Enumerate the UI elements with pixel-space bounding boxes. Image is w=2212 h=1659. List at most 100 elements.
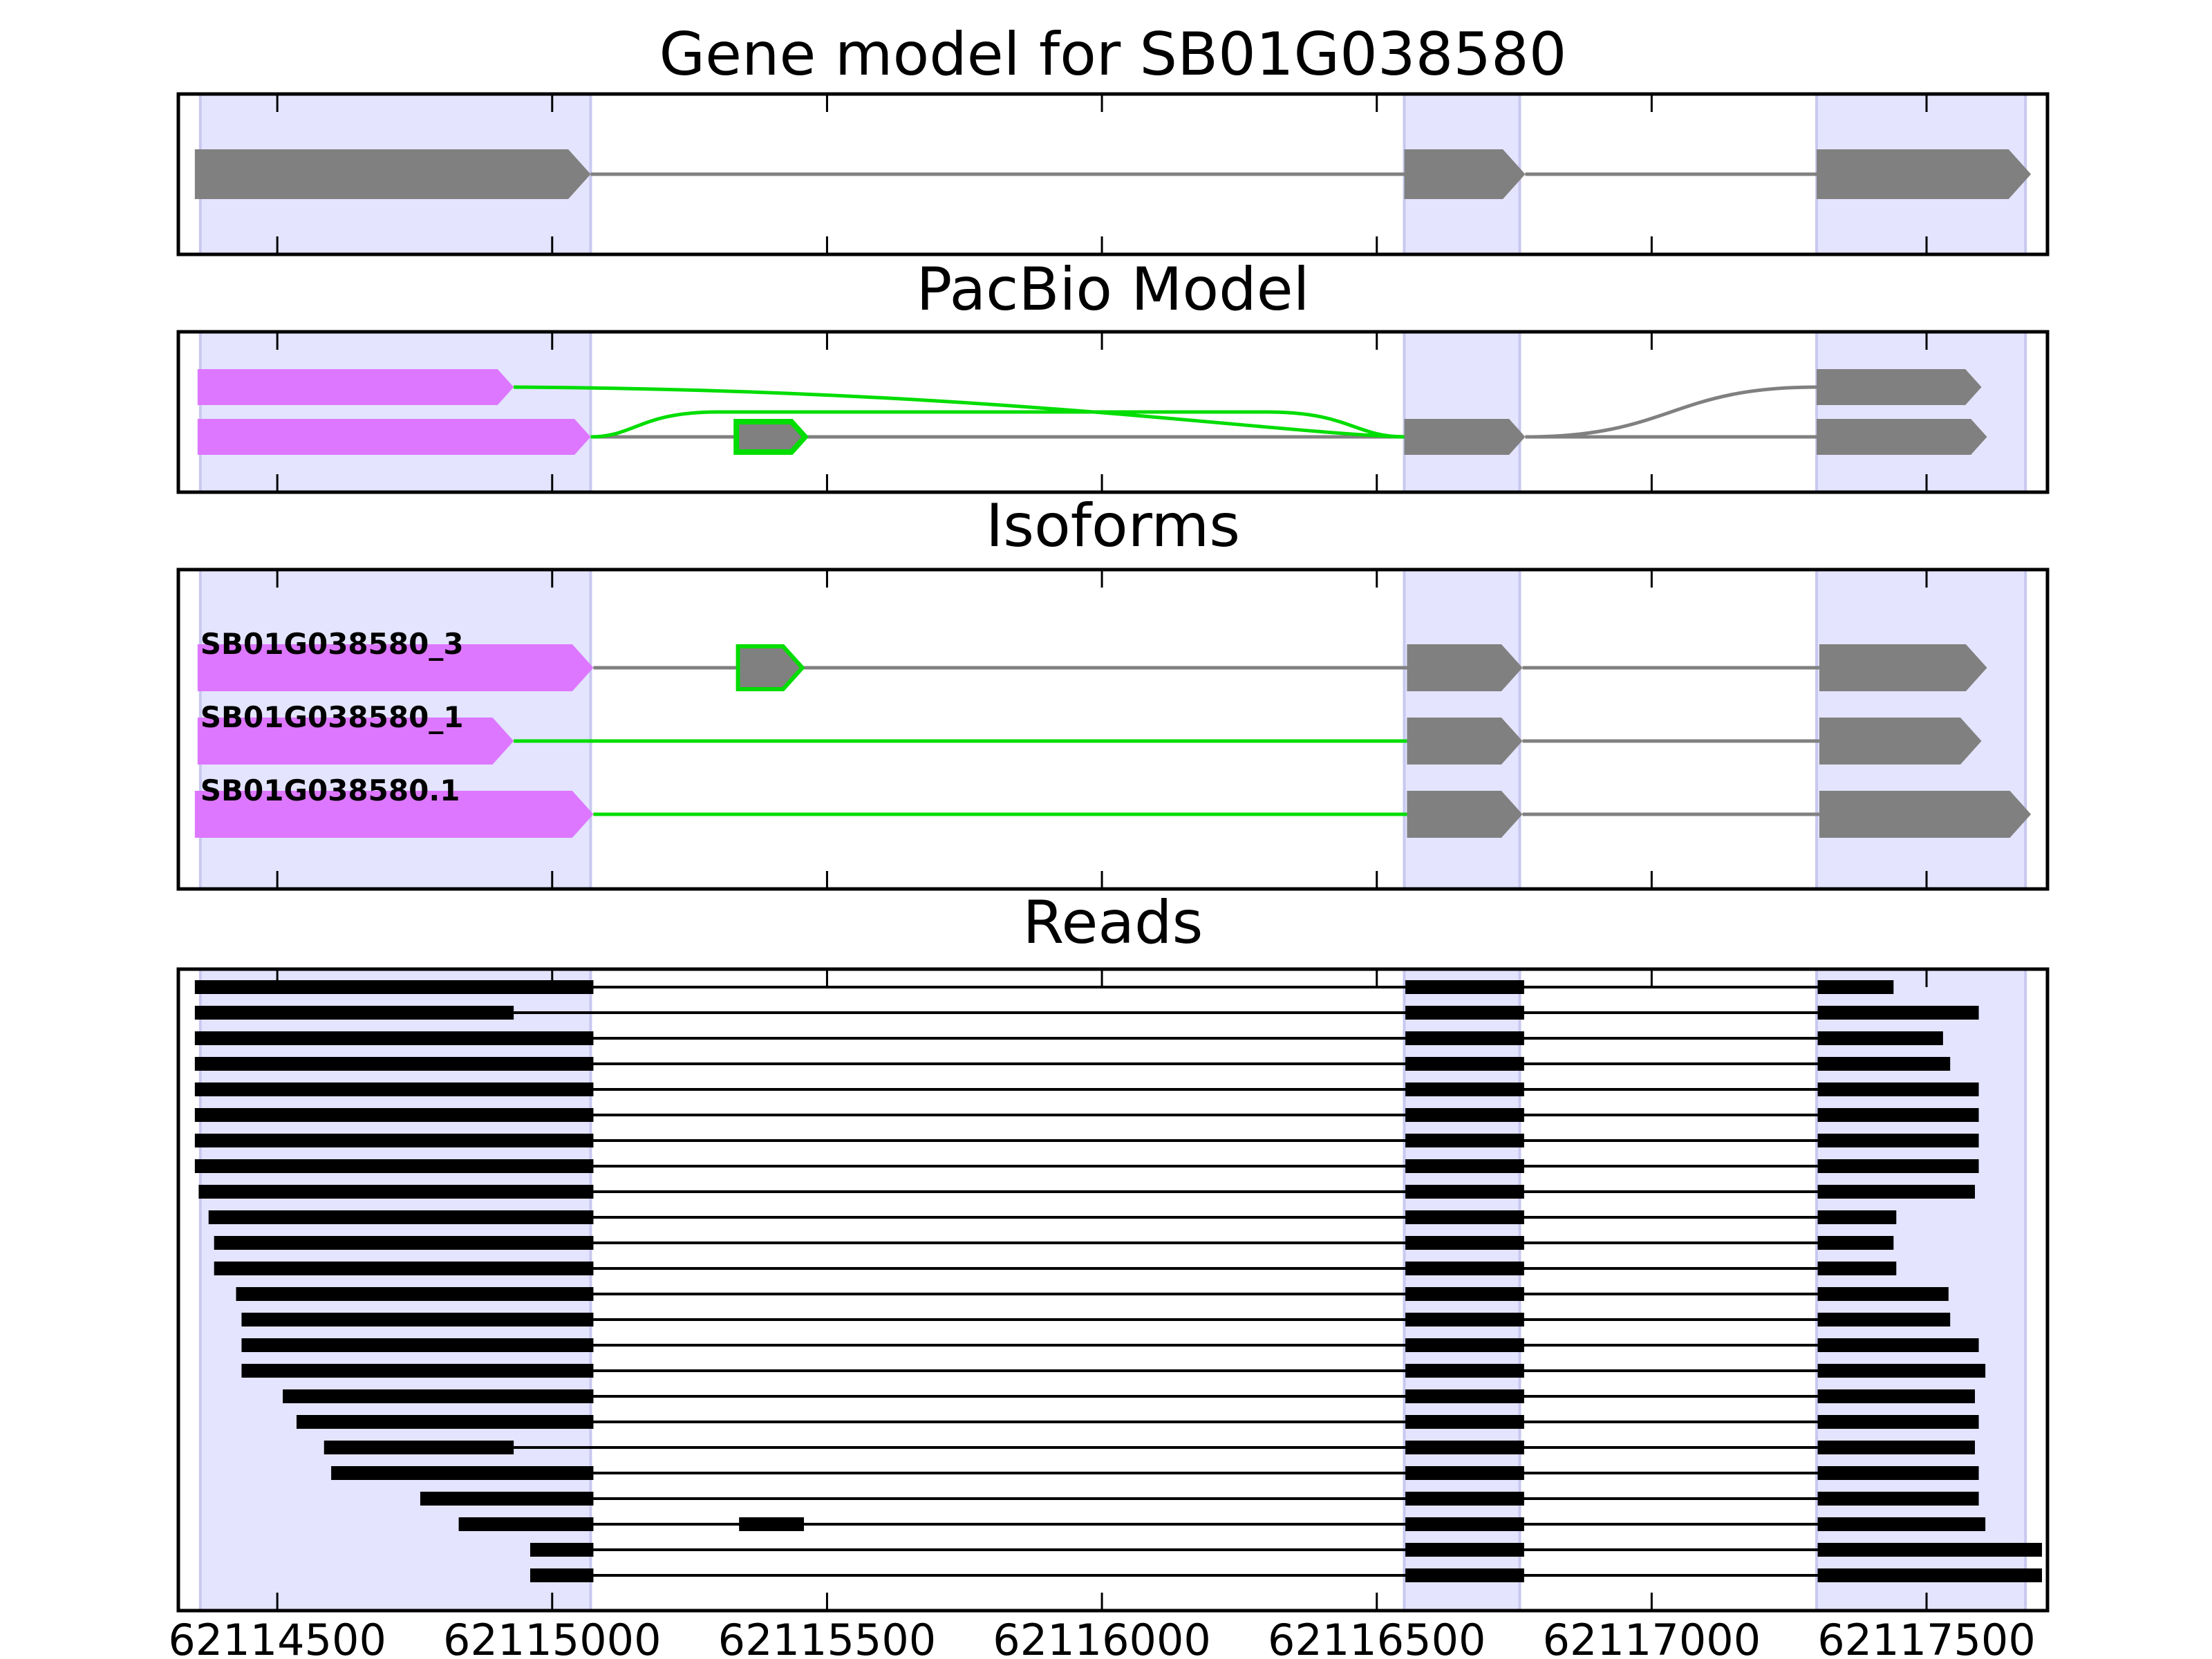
junction-curve xyxy=(1525,385,1817,439)
read-block xyxy=(331,1466,594,1480)
pacbio-model-frame xyxy=(176,330,2050,494)
read-block xyxy=(1817,1389,1976,1403)
read-block xyxy=(194,980,594,994)
read-block xyxy=(1817,1568,2043,1582)
read-block xyxy=(1817,1415,1979,1429)
read-block xyxy=(1405,1236,1524,1250)
alt-exon-block xyxy=(197,419,591,455)
read-block xyxy=(1817,980,1894,994)
read-block xyxy=(1817,1210,1897,1224)
read-block xyxy=(1405,1262,1524,1275)
reads-panel xyxy=(176,967,2050,1613)
read-block xyxy=(1405,1517,1524,1531)
alt-exon-block xyxy=(197,369,514,405)
read-block xyxy=(1817,1543,2043,1557)
read-block xyxy=(1405,1466,1524,1480)
exon-block xyxy=(1819,644,1987,691)
read-block xyxy=(194,1134,594,1147)
panel-title-gene-model: Gene model for SB01G038580 xyxy=(659,20,1567,89)
alt-exon-block xyxy=(197,718,514,765)
read-block xyxy=(1817,1364,1986,1378)
x-tick-label: 62115000 xyxy=(443,1615,662,1659)
read-block xyxy=(1817,1159,1979,1173)
read-block xyxy=(1405,1159,1524,1173)
read-block xyxy=(1405,1389,1524,1403)
exon-block xyxy=(1816,419,1987,455)
read-block xyxy=(1817,1006,1979,1020)
gene-model-frame xyxy=(176,92,2050,256)
isoform-label: SB01G038580_1 xyxy=(200,700,464,734)
exon-block xyxy=(1816,149,2032,199)
alt-exon-block xyxy=(194,791,594,838)
panel-title-pacbio: PacBio Model xyxy=(916,255,1309,324)
read-block xyxy=(1817,1057,1951,1071)
isoform-label: SB01G038580_3 xyxy=(200,627,464,661)
read-block xyxy=(1817,1517,1986,1531)
exon-block xyxy=(1404,419,1526,455)
read-block xyxy=(194,1108,594,1122)
read-block xyxy=(1405,980,1524,994)
read-block xyxy=(1817,1441,1976,1454)
alt-exon-outlined xyxy=(735,644,805,691)
exon-region-shade xyxy=(198,330,592,494)
reads-frame xyxy=(176,967,2050,1613)
read-block xyxy=(1817,1466,1979,1480)
read-block xyxy=(529,1543,594,1557)
read-block xyxy=(1405,1543,1524,1557)
read-block xyxy=(1405,1185,1524,1199)
read-block xyxy=(1405,1492,1524,1506)
alt-exon-outlined xyxy=(733,419,809,455)
read-block xyxy=(283,1389,594,1403)
read-block xyxy=(1405,1313,1524,1327)
read-block xyxy=(1405,1134,1524,1147)
read-block xyxy=(420,1492,594,1506)
exon-region-shade xyxy=(1815,330,2027,494)
read-block xyxy=(1405,1364,1524,1378)
exon-block xyxy=(1819,718,1982,765)
gene-model-panel xyxy=(176,92,2050,256)
read-block xyxy=(1405,1210,1524,1224)
read-block xyxy=(236,1287,594,1301)
x-tick-label: 62116000 xyxy=(993,1615,1211,1659)
read-block xyxy=(1405,1415,1524,1429)
read-block xyxy=(324,1441,514,1454)
alt-junction-curve xyxy=(590,410,1405,439)
exon-block xyxy=(1407,644,1523,691)
pacbio-model-panel xyxy=(176,330,2050,494)
read-block xyxy=(1405,1441,1524,1454)
read-block xyxy=(241,1338,594,1352)
read-block xyxy=(1817,1185,1976,1199)
read-block xyxy=(1817,1082,1979,1096)
exon-block xyxy=(1819,791,2032,838)
read-block xyxy=(1405,1006,1524,1020)
exon-block xyxy=(194,149,591,199)
read-block xyxy=(1405,1031,1524,1045)
read-block xyxy=(1405,1082,1524,1096)
read-block xyxy=(529,1568,594,1582)
read-block xyxy=(296,1415,594,1429)
read-block xyxy=(241,1313,594,1327)
read-block xyxy=(458,1517,594,1531)
isoforms-frame xyxy=(176,568,2050,891)
x-tick-label: 62115500 xyxy=(718,1615,937,1659)
read-block xyxy=(198,1185,594,1199)
isoform-label: SB01G038580.1 xyxy=(200,774,460,807)
read-block xyxy=(1817,1108,1979,1122)
read-block xyxy=(1817,1134,1979,1147)
read-block xyxy=(1817,1492,1979,1506)
read-block xyxy=(1405,1108,1524,1122)
alt-exon-block xyxy=(197,644,594,691)
read-block xyxy=(194,1082,594,1096)
read-block xyxy=(739,1517,805,1531)
exon-block xyxy=(1404,149,1526,199)
exon-block xyxy=(1816,369,1982,405)
read-block xyxy=(1817,1031,1943,1045)
x-tick-label: 62116500 xyxy=(1268,1615,1486,1659)
read-block xyxy=(194,1006,514,1020)
read-block xyxy=(1405,1057,1524,1071)
read-block xyxy=(1817,1262,1897,1275)
read-block xyxy=(1817,1313,1951,1327)
x-axis: 62114500 62115000 62115500 62116000 6211… xyxy=(168,1615,2035,1659)
exon-block xyxy=(1407,791,1523,838)
